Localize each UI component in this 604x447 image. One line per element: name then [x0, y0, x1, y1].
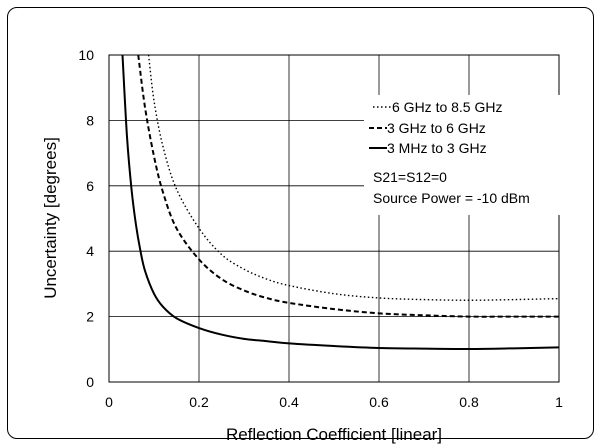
- x-tick-label: 0: [105, 394, 113, 410]
- y-tick-label: 6: [86, 178, 94, 194]
- chart-frame: [7, 7, 594, 439]
- plot-area: [108, 54, 560, 383]
- y-tick-label: 8: [86, 112, 94, 128]
- y-tick-label: 2: [86, 309, 94, 325]
- y-tick-label: 10: [78, 47, 94, 63]
- series-3mhz-3ghz-line: [121, 54, 560, 350]
- x-tick-label: 0.6: [369, 394, 389, 410]
- y-axis-label: Uncertainty [degrees]: [41, 137, 60, 299]
- series-6-8_5-ghz-line: [147, 54, 560, 301]
- y-tick-label: 0: [86, 374, 94, 390]
- x-axis-label: Reflection Coefficient [linear]: [226, 425, 442, 444]
- x-tick-label: 0.2: [189, 394, 209, 410]
- legend-label-6-8_5-ghz: 6 GHz to 8.5 GHz: [392, 99, 502, 115]
- legend: 6 GHz to 8.5 GHz 3 GHz to 6 GHz 3 MHz to…: [364, 95, 560, 215]
- legend-label-3mhz-3ghz: 3 MHz to 3 GHz: [387, 140, 487, 156]
- x-tick-label: 0.4: [279, 394, 299, 410]
- series-3-6-ghz-line: [137, 54, 559, 318]
- legend-label-3-6-ghz: 3 GHz to 6 GHz: [387, 120, 486, 136]
- y-tick-label: 4: [86, 243, 94, 259]
- x-tick-label: 1: [555, 394, 563, 410]
- legend-background: [364, 95, 560, 215]
- annotation-s-parameters: S21=S12=0: [373, 169, 447, 185]
- series-layer: [121, 54, 560, 350]
- annotation-source-power: Source Power = -10 dBm: [373, 190, 530, 206]
- x-tick-label: 0.8: [459, 394, 479, 410]
